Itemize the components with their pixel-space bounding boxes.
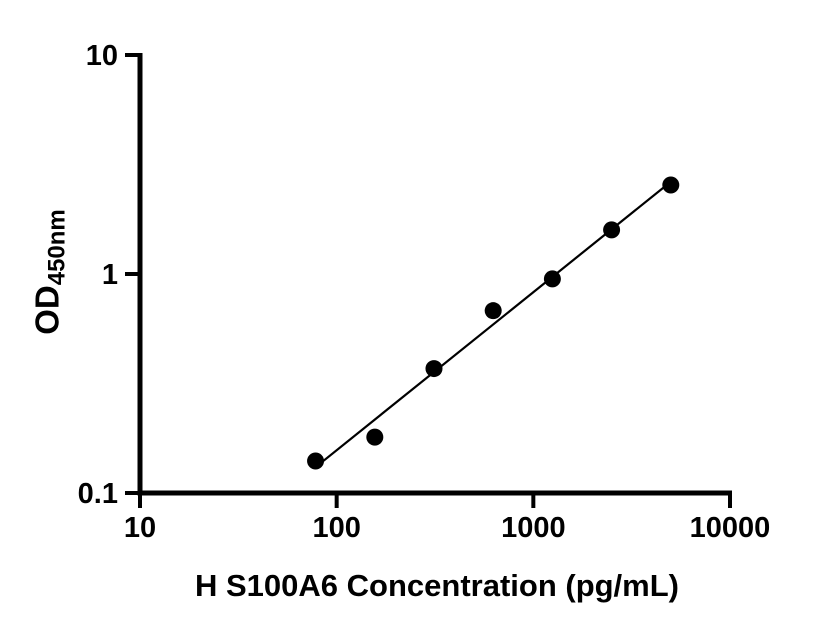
data-point xyxy=(543,270,561,288)
x-tick-label: 100 xyxy=(312,512,360,544)
data-point xyxy=(603,221,621,239)
y-tick-label: 1 xyxy=(102,259,118,291)
y-axis-title: OD450nm xyxy=(29,209,72,335)
x-tick-label: 10000 xyxy=(690,512,771,544)
y-axis-title-main: OD xyxy=(28,285,66,335)
data-point xyxy=(484,302,502,320)
y-axis-title-sub: 450nm xyxy=(43,209,71,286)
data-point xyxy=(425,360,443,378)
y-tick-label: 10 xyxy=(86,40,118,72)
x-axis-title: H S100A6 Concentration (pg/mL) xyxy=(195,568,679,603)
y-tick-label: 0.1 xyxy=(78,478,118,510)
data-point xyxy=(307,452,325,470)
x-tick-label: 10 xyxy=(124,512,156,544)
data-point xyxy=(662,176,680,194)
x-tick-label: 1000 xyxy=(501,512,566,544)
data-point xyxy=(366,428,384,446)
